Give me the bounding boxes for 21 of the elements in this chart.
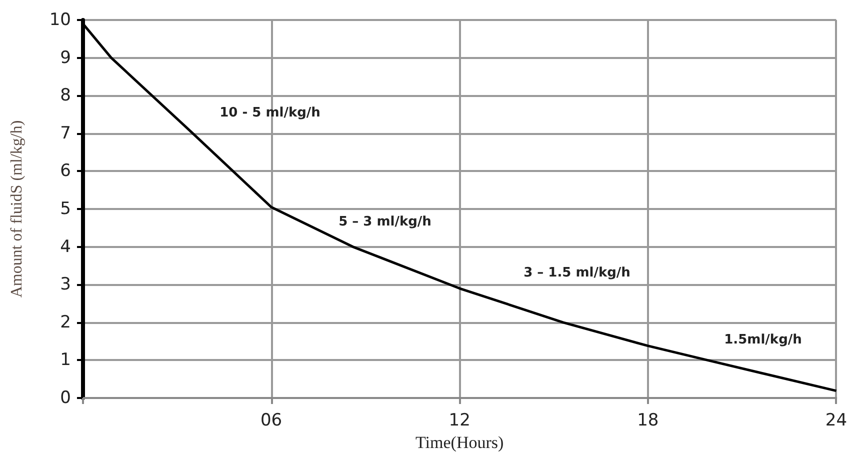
- y-axis-title: Amount of fluidS (ml/kg/h): [8, 120, 26, 298]
- annotation: 3 – 1.5 ml/kg/h: [524, 266, 630, 280]
- x-tick-label: 06: [260, 410, 282, 430]
- y-tick-label: 8: [60, 86, 71, 106]
- y-tick-label: 4: [60, 236, 71, 257]
- annotation: 1.5ml/kg/h: [724, 332, 802, 348]
- y-tick-label: 2: [60, 312, 71, 332]
- annotation: 10 - 5 ml/kg/h: [220, 106, 320, 120]
- x-tick-label: 18: [637, 410, 659, 430]
- y-tick-label: 5: [60, 199, 71, 219]
- y-tick-label: 3: [60, 274, 71, 295]
- x-axis-title: Time(Hours): [416, 432, 504, 452]
- x-tick-label: 12: [448, 410, 470, 430]
- y-tick-label: 10: [49, 10, 71, 30]
- y-tick-label: 7: [60, 123, 71, 144]
- annotation: 5 – 3 ml/kg/h: [338, 214, 432, 230]
- y-tick-label: 0: [60, 388, 71, 408]
- y-tick-label: 6: [60, 161, 71, 182]
- x-tick-label: 24: [825, 410, 848, 430]
- y-tick-label: 9: [60, 48, 71, 68]
- y-tick-label: 1: [60, 350, 71, 370]
